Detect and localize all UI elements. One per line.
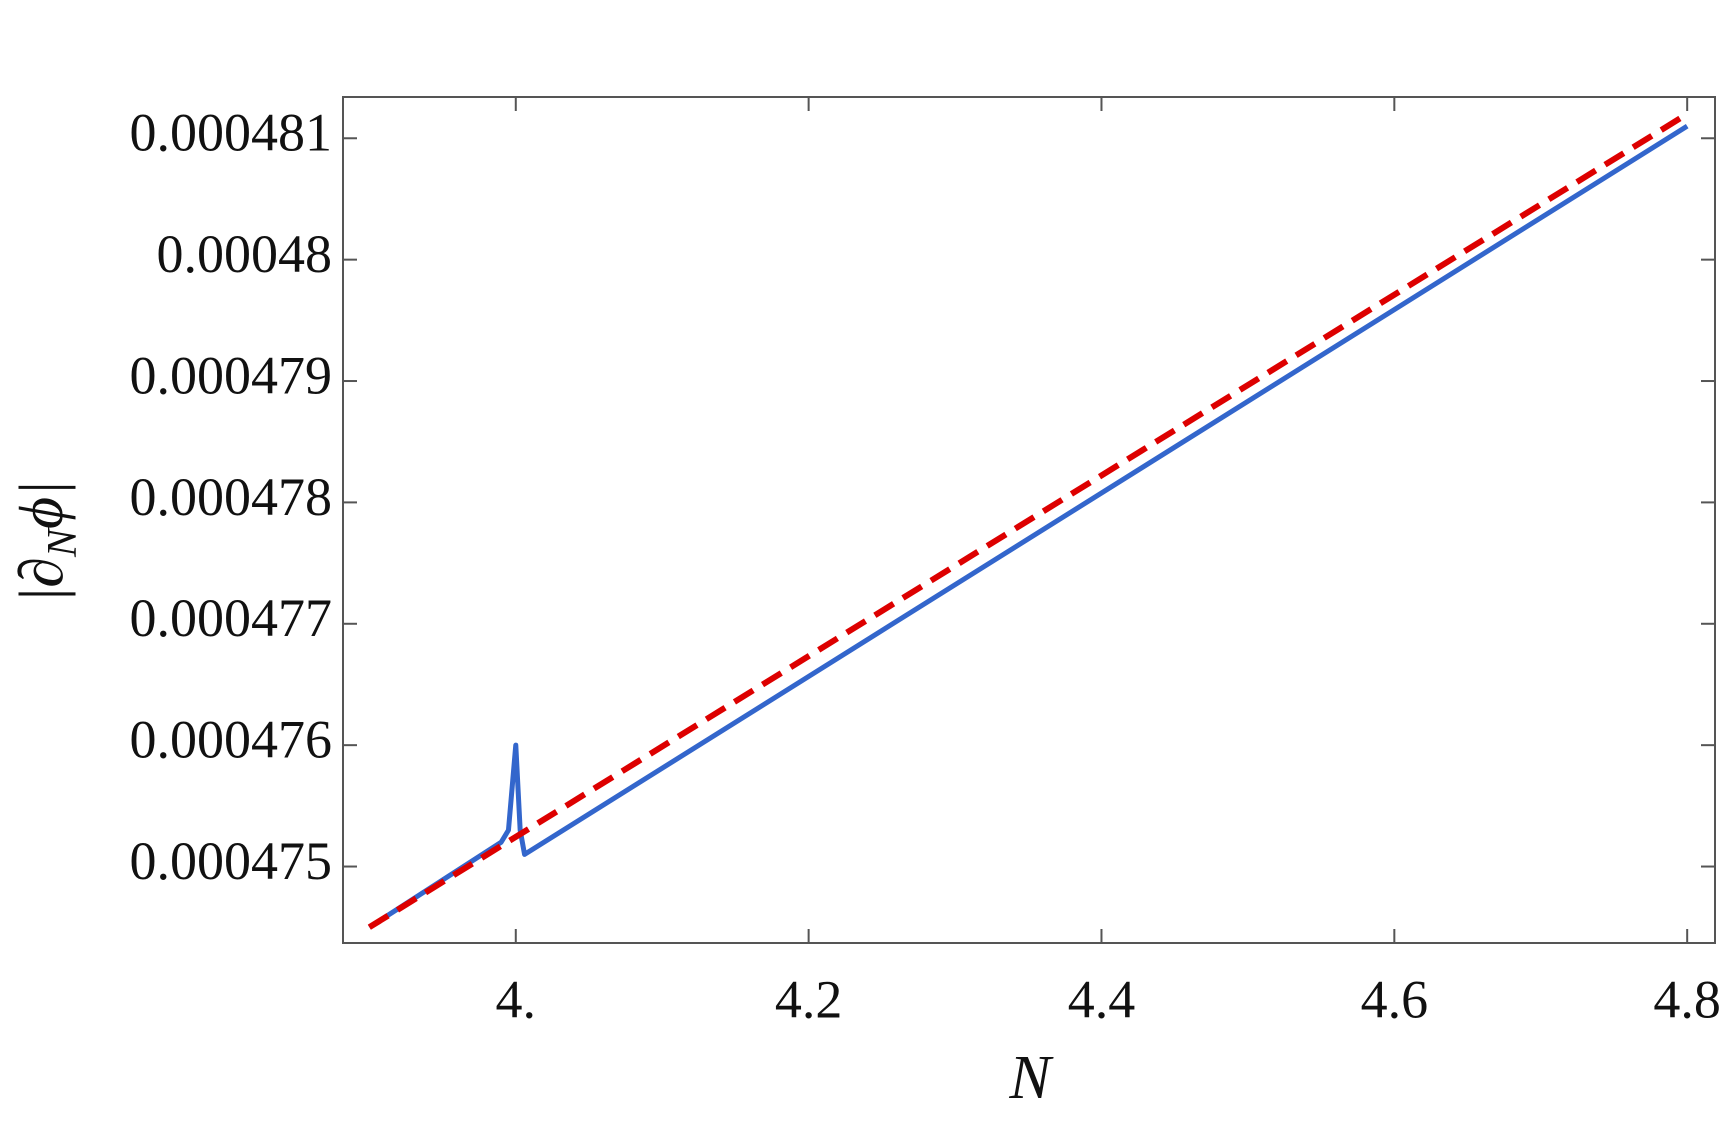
- y-axis-title-subscript: N: [40, 527, 86, 558]
- x-axis-title: N: [1008, 1044, 1054, 1112]
- x-tick-label: 4.2: [775, 969, 843, 1029]
- y-axis-title-part: |∂: [8, 557, 76, 600]
- x-tick-label: 4.8: [1653, 969, 1721, 1029]
- y-axis-title: |∂Nϕ|: [8, 480, 86, 600]
- y-tick-label: 0.000481: [130, 103, 333, 163]
- plot-frame: [342, 96, 1716, 944]
- x-tick-label: 4.6: [1361, 969, 1429, 1029]
- y-tick-label: 0.000477: [130, 588, 333, 648]
- series-line: [367, 111, 1689, 930]
- x-tick-label: 4.: [496, 969, 537, 1029]
- y-axis-title-part: ϕ|: [8, 480, 76, 529]
- y-tick-label: 0.000479: [130, 345, 333, 405]
- y-tick-label: 0.000475: [130, 831, 333, 891]
- y-tick-label: 0.000476: [130, 710, 333, 770]
- x-tick-label: 4.4: [1068, 969, 1136, 1029]
- y-tick-label: 0.000478: [130, 467, 333, 527]
- series-line: [368, 124, 1689, 930]
- y-tick-label: 0.00048: [157, 224, 333, 284]
